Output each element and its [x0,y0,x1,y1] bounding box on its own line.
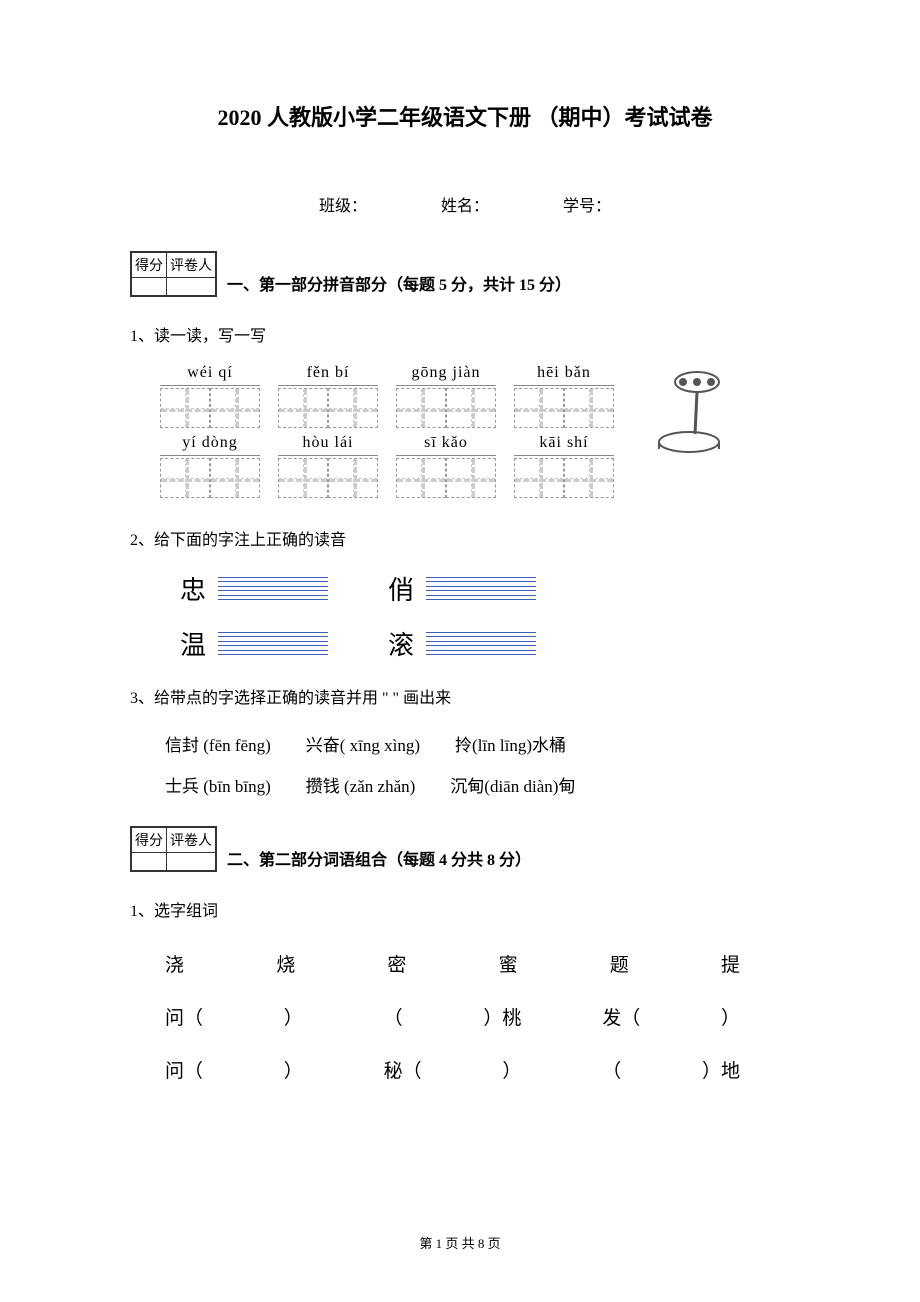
q1-label: 1、读一读，写一写 [130,322,800,346]
s2q1-1-1: ） [284,992,303,1045]
page-title: 2020 人教版小学二年级语文下册 （期中）考试试卷 [130,100,800,132]
s2-q1-container: 浇 烧 密 蜜 题 提 问（ ） （ ）桃 发（ ） 问（ ） 秘（ ） （ ）… [165,939,800,1099]
score-cell [132,852,167,870]
char-cell [446,388,496,428]
char-cell [514,458,564,498]
q2-label: 2、给下面的字注上正确的读音 [130,526,800,550]
q2-char-1-1: 滚 [388,625,414,662]
s2q1-0-3: 蜜 [499,939,518,992]
write-line [426,595,536,600]
q2-char-1-0: 温 [180,625,206,662]
write-line [218,586,328,591]
q2-char-0-0: 忠 [180,570,206,607]
class-label: 班级： [319,198,367,215]
pinyin-1-1: hòu lái [278,434,378,456]
s2q1-1-5: ） [721,992,740,1045]
score-box-1: 得分评卷人 [130,251,217,297]
s2q1-1-4: 发（ [602,992,640,1045]
s2-q1-label: 1、选字组词 [130,897,800,921]
pinyin-2-1: sī kǎo [396,434,496,456]
s2q1-2-3: ） [502,1045,521,1098]
q1-pinyin-grid: wéi qí yí dòng fěn bí hòu lái gōng jiàn … [160,364,800,504]
section-2-header: 得分评卷人 二、第二部分词语组合（每题 4 分共 8 分） [130,826,800,872]
q3-r1-0: 士兵 (bīn bīng) [165,767,271,808]
s2q1-2-5: ）地 [702,1045,740,1098]
write-line [218,632,328,637]
pinyin-3-0: hēi bǎn [514,364,614,386]
pinyin-1-0: fěn bí [278,364,378,386]
q3-r0-2: 拎(līn līng)水桶 [455,726,566,767]
grader-cell [167,278,216,296]
s2q1-0-1: 烧 [276,939,295,992]
q3-container: 信封 (fēn fēng) 兴奋( xīng xìng) 拎(līn līng)… [165,726,800,808]
char-cell [514,388,564,428]
page-footer: 第 1 页 共 8 页 [0,1233,920,1252]
write-line [218,641,328,646]
pinyin-0-1: yí dòng [160,434,260,456]
pinyin-0-0: wéi qí [160,364,260,386]
q3-r1-1: 攒钱 (zǎn zhǎn) [306,767,416,808]
q3-label: 3、给带点的字选择正确的读音并用 " " 画出来 [130,684,800,708]
write-line [426,641,536,646]
char-cell [328,458,378,498]
write-line [426,632,536,637]
q3-r0-0: 信封 (fēn fēng) [165,726,271,767]
s2q1-2-2: 秘（ [384,1045,422,1098]
char-cell [396,388,446,428]
q3-r1-2: 沉甸(diān diàn)甸 [450,767,575,808]
score-box-2: 得分评卷人 [130,826,217,872]
sid-label: 学号： [563,198,611,215]
write-line [218,595,328,600]
char-cell [210,458,260,498]
write-line [218,650,328,655]
pinyin-2-0: gōng jiàn [396,364,496,386]
char-cell [278,388,328,428]
char-cell [328,388,378,428]
char-cell [564,388,614,428]
char-cell [396,458,446,498]
s2q1-2-4: （ [602,1045,621,1098]
char-cell [278,458,328,498]
section-2-title: 二、第二部分词语组合（每题 4 分共 8 分） [227,826,531,870]
q2-container: 忠 俏 温 滚 [180,570,800,662]
score-cell [132,278,167,296]
char-cell [210,388,260,428]
score-h1: 得分 [132,253,167,278]
s2q1-1-3: ）桃 [483,992,521,1045]
student-info-row: 班级： 姓名： 学号： [130,192,800,216]
score-h2: 评卷人 [167,827,216,852]
q2-char-0-1: 俏 [388,570,414,607]
write-line [426,577,536,582]
grader-cell [167,852,216,870]
pinyin-3-1: kāi shí [514,434,614,456]
score-h2: 评卷人 [167,253,216,278]
write-line [218,577,328,582]
name-label: 姓名： [441,198,489,215]
desk-lamp-icon [647,364,727,464]
section-1-header: 得分评卷人 一、第一部分拼音部分（每题 5 分，共计 15 分） [130,251,800,297]
char-cell [564,458,614,498]
s2q1-2-0: 问（ [165,1045,203,1098]
score-h1: 得分 [132,827,167,852]
section-1-title: 一、第一部分拼音部分（每题 5 分，共计 15 分） [227,251,571,295]
s2q1-2-1: ） [284,1045,303,1098]
s2q1-0-2: 密 [387,939,406,992]
char-cell [446,458,496,498]
char-cell [160,458,210,498]
s2q1-0-0: 浇 [165,939,184,992]
q3-r0-1: 兴奋( xīng xìng) [306,726,420,767]
s2q1-1-2: （ [384,992,403,1045]
write-line [426,650,536,655]
s2q1-0-4: 题 [610,939,629,992]
char-cell [160,388,210,428]
write-line [426,586,536,591]
s2q1-1-0: 问（ [165,992,203,1045]
s2q1-0-5: 提 [721,939,740,992]
